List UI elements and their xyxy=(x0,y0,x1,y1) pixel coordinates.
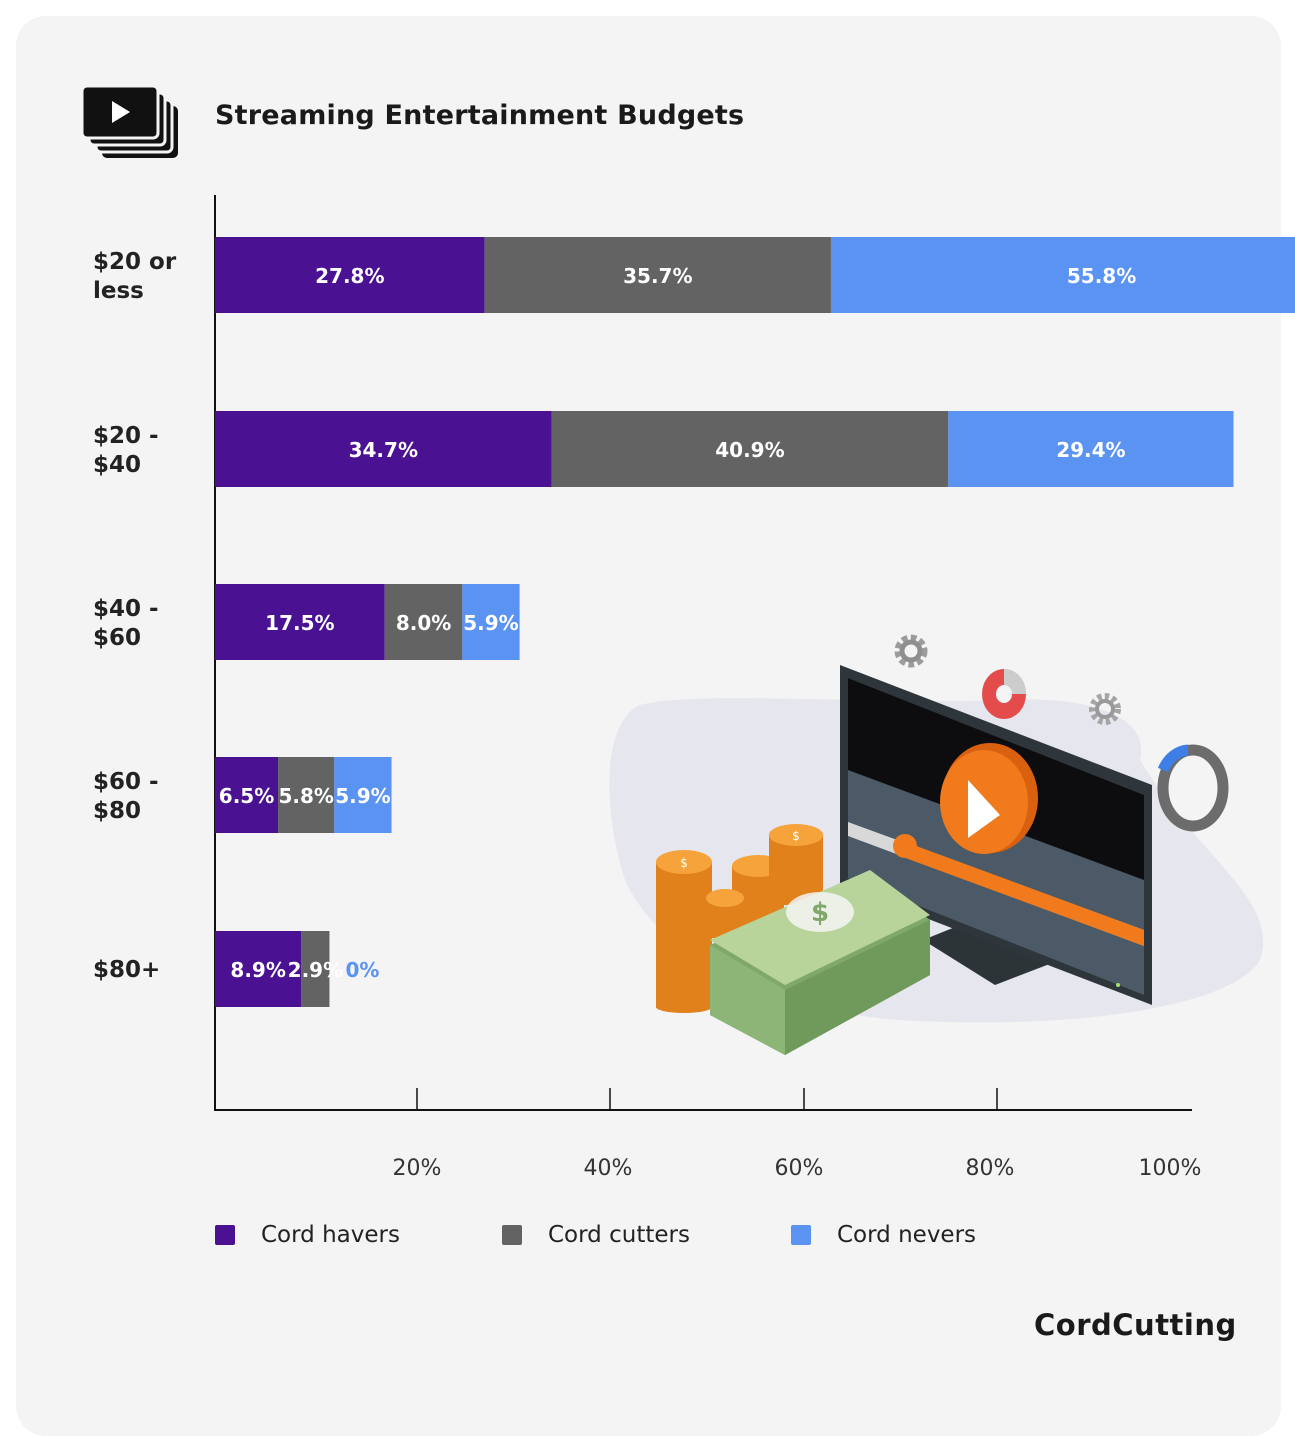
bar-value-label: 17.5% xyxy=(265,611,334,635)
bar-segment xyxy=(278,757,335,833)
bar-value-label: 8.0% xyxy=(396,611,451,635)
bar-segment xyxy=(215,237,485,313)
bar-value-label: 35.7% xyxy=(623,264,692,288)
category-label: $40 -$60 xyxy=(93,596,159,651)
bar-segment xyxy=(215,411,552,487)
bar-segment xyxy=(384,584,463,660)
legend-item: Cord cutters xyxy=(502,1222,690,1248)
cash-stack-icon: $ xyxy=(710,870,930,1055)
legend-label: Cord havers xyxy=(261,1222,400,1248)
category-label: $60 -$80 xyxy=(93,769,159,824)
legend-swatch xyxy=(215,1225,235,1245)
donut-chart-icon xyxy=(1157,744,1229,832)
bar-segment xyxy=(215,931,302,1007)
monitor-icon xyxy=(840,665,1152,1005)
bar-value-label: 6.5% xyxy=(219,784,274,808)
gear-icon xyxy=(1089,693,1121,725)
streaming-money-illustration: $ $ $ xyxy=(609,634,1264,1055)
category-label: $80+ xyxy=(93,957,160,983)
bar-value-label: 8.9% xyxy=(230,958,285,982)
legend-item: Cord nevers xyxy=(791,1222,976,1248)
bar-value-label: 34.7% xyxy=(349,438,418,462)
chart-title: Streaming Entertainment Budgets xyxy=(215,100,745,131)
bar-segment xyxy=(830,237,1295,313)
bar-value-label: 5.8% xyxy=(278,784,333,808)
bar-value-label: 55.8% xyxy=(1067,264,1136,288)
legend-label: Cord cutters xyxy=(548,1222,690,1248)
x-tick-label: 80% xyxy=(966,1156,1015,1181)
legend-label: Cord nevers xyxy=(837,1222,977,1248)
legend-swatch xyxy=(791,1225,811,1245)
bar-value-label: 0% xyxy=(345,958,379,982)
svg-text:$: $ xyxy=(811,898,829,928)
bar-segment xyxy=(462,584,520,660)
legend-item: Cord havers xyxy=(215,1222,400,1248)
gear-icon xyxy=(894,634,928,668)
category-label: $20 -$40 xyxy=(93,423,159,478)
x-tick-label: 100% xyxy=(1139,1156,1202,1181)
bar-value-label: 29.4% xyxy=(1056,438,1125,462)
x-tick-label: 40% xyxy=(584,1156,633,1181)
brand-logo: CordCutting xyxy=(1034,1308,1237,1342)
bar-segment xyxy=(215,584,385,660)
bar-segment xyxy=(301,931,330,1007)
category-label: $20 or less xyxy=(93,249,177,304)
bar-value-label: 2.9% xyxy=(288,958,343,982)
video-stack-icon xyxy=(80,84,180,166)
bar-value-label: 5.9% xyxy=(463,611,518,635)
x-tick-label: 20% xyxy=(393,1156,442,1181)
pie-chart-icon xyxy=(982,669,1026,719)
bar-value-label: 27.8% xyxy=(315,264,384,288)
x-tick-label: 60% xyxy=(775,1156,824,1181)
legend-swatch xyxy=(502,1225,522,1245)
svg-text:$: $ xyxy=(792,829,800,843)
bar-segment xyxy=(215,757,279,833)
coin-stack-icon: $ $ xyxy=(656,824,823,1013)
bar-segment xyxy=(551,411,949,487)
bar-value-label: 40.9% xyxy=(715,438,784,462)
bar-value-label: 5.9% xyxy=(335,784,390,808)
svg-text:$: $ xyxy=(680,856,688,870)
bar-segment xyxy=(948,411,1234,487)
bar-segment xyxy=(484,237,831,313)
bar-segment xyxy=(334,757,392,833)
